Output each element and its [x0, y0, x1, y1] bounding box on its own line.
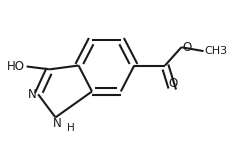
Text: H: H: [67, 123, 75, 133]
Text: CH3: CH3: [205, 46, 227, 56]
Text: O: O: [168, 78, 177, 90]
Text: N: N: [28, 88, 36, 101]
Text: HO: HO: [7, 60, 25, 73]
Text: N: N: [53, 117, 62, 130]
Text: O: O: [182, 41, 192, 54]
